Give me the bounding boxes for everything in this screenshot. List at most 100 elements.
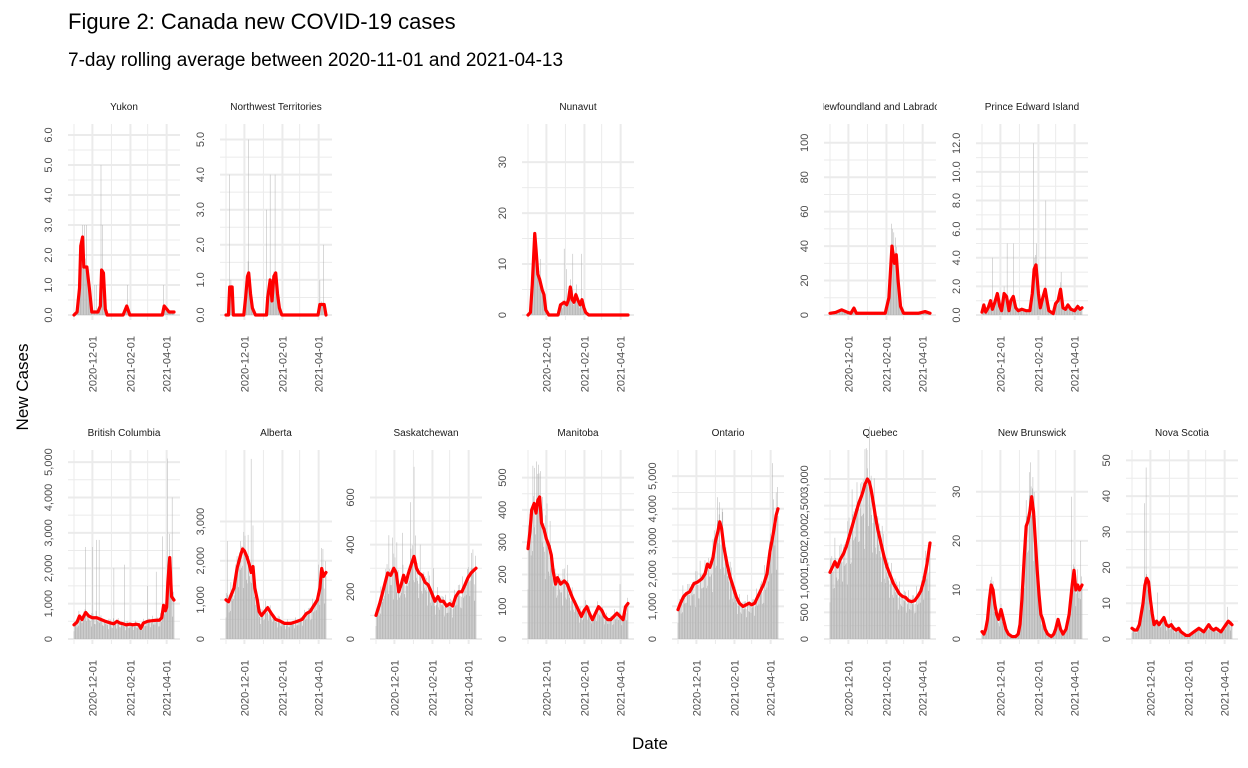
- daily-bar: [689, 594, 690, 639]
- y-tick-label: 6.0: [951, 222, 963, 237]
- daily-bar: [1029, 310, 1031, 315]
- daily-bar: [535, 246, 537, 315]
- daily-bar: [320, 303, 322, 315]
- daily-bar: [385, 568, 387, 639]
- daily-bar: [1067, 624, 1068, 639]
- daily-bar: [456, 604, 458, 639]
- daily-bar: [566, 599, 567, 639]
- panel-title: British Columbia: [88, 428, 161, 439]
- daily-bar: [447, 612, 449, 639]
- daily-bar: [837, 312, 838, 315]
- daily-bar: [837, 311, 839, 315]
- daily-bar: [432, 599, 433, 639]
- daily-bar: [585, 600, 586, 639]
- daily-bar: [274, 279, 275, 315]
- daily-bar: [168, 580, 169, 639]
- daily-bar: [416, 562, 418, 639]
- daily-bar: [918, 593, 919, 639]
- daily-bar: [1133, 628, 1135, 639]
- daily-bar: [296, 625, 297, 639]
- daily-bar: [1026, 310, 1028, 315]
- daily-bar: [389, 568, 390, 639]
- daily-bar: [265, 600, 266, 639]
- daily-bar: [610, 621, 612, 639]
- daily-bar: [923, 312, 925, 315]
- daily-bar: [748, 602, 750, 639]
- daily-bar: [843, 311, 845, 315]
- daily-bar: [272, 621, 273, 639]
- daily-bar: [614, 614, 616, 639]
- daily-bar: [618, 616, 620, 639]
- daily-bar: [1077, 303, 1078, 315]
- daily-bar: [225, 617, 227, 639]
- daily-bar: [579, 622, 580, 639]
- daily-bar: [1150, 597, 1152, 639]
- daily-bar: [1006, 631, 1007, 639]
- x-tick-label: 2021-04-01: [162, 660, 174, 716]
- daily-bar: [728, 581, 730, 639]
- daily-bar: [288, 627, 289, 639]
- daily-bar: [1168, 626, 1170, 639]
- daily-bar: [143, 622, 145, 639]
- daily-bar: [579, 302, 581, 315]
- daily-bar: [123, 625, 124, 639]
- daily-bar: [691, 584, 692, 639]
- daily-bar: [1071, 310, 1073, 315]
- y-tick-label: 6.0: [43, 127, 55, 142]
- daily-bar: [883, 533, 884, 639]
- daily-bar: [1067, 626, 1069, 639]
- daily-bar: [553, 586, 555, 639]
- daily-bar: [590, 621, 591, 639]
- y-tick-label: 20: [1101, 561, 1113, 573]
- daily-bars: [375, 466, 477, 639]
- daily-bar: [1214, 629, 1216, 639]
- daily-bar: [1037, 293, 1039, 315]
- daily-bar: [131, 626, 132, 639]
- daily-bar: [692, 582, 693, 639]
- daily-bar: [893, 232, 895, 315]
- daily-bar: [1006, 243, 1008, 315]
- daily-bar: [323, 574, 324, 639]
- daily-bar: [1151, 610, 1152, 639]
- daily-bar: [138, 624, 139, 639]
- daily-bar: [166, 602, 167, 639]
- daily-bar: [1062, 309, 1064, 315]
- daily-bar: [1059, 291, 1061, 315]
- daily-bar: [580, 303, 582, 315]
- daily-bar: [578, 299, 579, 315]
- daily-bar: [1135, 630, 1136, 639]
- daily-bar: [1216, 632, 1217, 639]
- daily-bar: [1025, 309, 1027, 315]
- daily-bar: [125, 621, 127, 639]
- daily-bar: [474, 600, 476, 639]
- daily-bar: [773, 499, 774, 639]
- daily-bar: [170, 567, 171, 639]
- daily-bar: [396, 542, 398, 639]
- daily-bar: [245, 579, 247, 639]
- daily-bar: [1174, 630, 1176, 639]
- daily-bar: [268, 614, 270, 639]
- daily-bar: [840, 310, 841, 315]
- daily-bar: [84, 616, 85, 639]
- daily-bar: [1000, 603, 1002, 639]
- daily-bar: [924, 312, 925, 315]
- daily-bar: [835, 557, 836, 639]
- daily-bar: [390, 570, 391, 639]
- rolling-average-line: [526, 231, 630, 317]
- daily-bar: [260, 608, 262, 639]
- daily-bar: [987, 617, 989, 639]
- daily-bar: [600, 616, 602, 639]
- y-tick-label: 30: [1101, 526, 1113, 538]
- daily-bar: [565, 597, 566, 639]
- daily-bar: [119, 626, 120, 639]
- daily-bar: [896, 246, 897, 315]
- daily-bar: [264, 619, 265, 639]
- daily-bar: [1074, 310, 1076, 315]
- daily-bar: [157, 621, 159, 639]
- daily-bar: [1024, 588, 1025, 639]
- daily-bar: [119, 623, 121, 639]
- y-tick-label: 0.0: [195, 307, 207, 322]
- daily-bar: [1065, 308, 1067, 315]
- daily-bar: [774, 521, 775, 639]
